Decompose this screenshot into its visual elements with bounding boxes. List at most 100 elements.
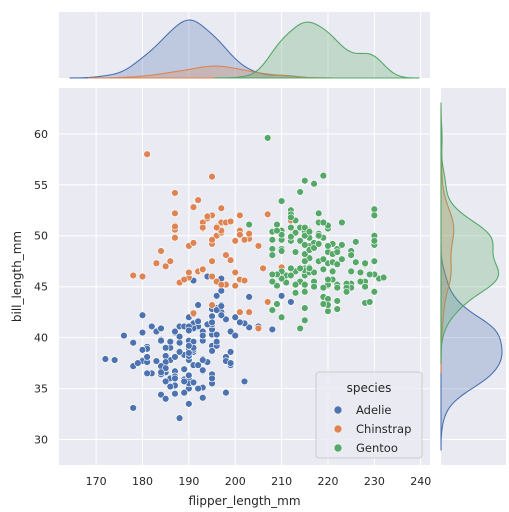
right-marginal-panel <box>440 88 506 465</box>
scatter-point-gentoo <box>319 284 328 292</box>
scatter-point-adelie <box>175 414 184 422</box>
scatter-point-chinstrap <box>208 236 216 244</box>
top-marginal-background <box>59 12 430 78</box>
scatter-point-adelie <box>208 312 216 320</box>
scatter-point-chinstrap <box>212 223 221 232</box>
scatter-point-adelie <box>138 311 147 319</box>
scatter-point-adelie <box>212 330 221 339</box>
scatter-point-gentoo <box>291 228 300 237</box>
right-marginal-kde <box>440 102 503 451</box>
y-tick-label: 30 <box>34 434 48 447</box>
scatter-point-adelie <box>199 394 207 402</box>
top-marginal-panel <box>59 12 430 79</box>
scatter-point-gentoo <box>370 237 379 245</box>
scatter-point-adelie <box>161 352 170 360</box>
scatter-point-chinstrap <box>157 247 165 255</box>
scatter-point-adelie <box>236 318 244 327</box>
scatter-point-gentoo <box>366 270 374 279</box>
scatter-point-gentoo <box>324 242 332 250</box>
scatter-point-adelie <box>185 371 193 380</box>
scatter-point-adelie <box>180 365 188 373</box>
scatter-point-adelie <box>129 339 137 347</box>
scatter-point-gentoo <box>301 223 309 232</box>
scatter-point-gentoo <box>263 134 272 142</box>
scatter-point-adelie <box>180 388 188 397</box>
scatter-point-gentoo <box>361 259 369 267</box>
scatter-point-gentoo <box>296 188 304 196</box>
scatter-point-gentoo <box>333 297 341 305</box>
scatter-point-gentoo <box>310 244 318 252</box>
scatter-point-adelie <box>189 378 198 387</box>
x-tick-label: 200 <box>225 475 246 488</box>
scatter-point-adelie <box>240 377 249 386</box>
y-axis-label: bill_length_mm <box>10 231 24 322</box>
top-marginal-kde <box>69 19 420 79</box>
scatter-point-adelie <box>161 344 170 352</box>
scatter-point-adelie <box>138 346 147 354</box>
scatter-point-gentoo <box>379 273 388 282</box>
right-kde-gentoo <box>440 102 500 364</box>
scatter-point-chinstrap <box>208 172 216 181</box>
legend-marker-adelie <box>333 405 343 415</box>
scatter-point-gentoo <box>287 223 295 232</box>
scatter-point-gentoo <box>333 284 341 292</box>
scatter-point-gentoo <box>370 288 379 296</box>
y-tick-label: 45 <box>34 281 48 294</box>
legend-box <box>315 371 423 459</box>
scatter-point-chinstrap <box>231 268 239 277</box>
y-tick-label: 50 <box>34 230 48 243</box>
x-tick-label: 190 <box>178 475 199 488</box>
scatter-point-gentoo <box>338 218 346 227</box>
scatter-point-gentoo <box>319 218 328 227</box>
scatter-point-adelie <box>157 368 165 376</box>
scatter-point-adelie <box>231 313 239 321</box>
scatter-point-gentoo <box>245 220 253 229</box>
scatter-point-chinstrap <box>171 222 179 231</box>
legend-items: Adelie Chinstrap Gentoo <box>333 403 411 455</box>
scatter-point-adelie <box>287 298 295 306</box>
scatter-point-chinstrap <box>208 272 216 281</box>
scatter-point-gentoo <box>356 277 365 286</box>
x-axis-label: flipper_length_mm <box>188 494 300 508</box>
scatter-point-adelie <box>110 356 119 364</box>
scatter-point-adelie <box>148 322 156 331</box>
scatter-point-adelie <box>101 355 110 363</box>
scatter-point-adelie <box>217 287 226 295</box>
legend: species Adelie Chinstrap Gentoo <box>315 371 423 459</box>
y-tick-label: 35 <box>34 383 48 396</box>
scatter-point-gentoo <box>301 257 309 265</box>
scatter-point-gentoo <box>296 264 304 273</box>
scatter-point-adelie <box>143 369 151 377</box>
legend-label-chinstrap: Chinstrap <box>356 422 411 436</box>
scatter-point-gentoo <box>366 298 374 306</box>
scatter-point-gentoo <box>356 268 365 277</box>
scatter-point-adelie <box>199 331 207 340</box>
scatter-point-chinstrap <box>143 150 151 158</box>
scatter-point-gentoo <box>268 245 277 253</box>
scatter-point-chinstrap <box>171 189 179 197</box>
scatter-point-chinstrap <box>231 237 239 245</box>
scatter-point-gentoo <box>324 307 332 315</box>
scatter-point-gentoo <box>333 305 341 313</box>
scatter-point-adelie <box>180 377 188 386</box>
legend-marker-gentoo <box>333 443 343 453</box>
scatter-point-gentoo <box>301 280 309 289</box>
scatter-point-chinstrap <box>263 210 272 219</box>
scatter-point-adelie <box>157 324 165 333</box>
scatter-point-adelie <box>143 353 151 361</box>
scatter-point-gentoo <box>370 205 379 213</box>
scatter-point-gentoo <box>319 265 328 274</box>
scatter-point-gentoo <box>319 255 328 263</box>
scatter-point-adelie <box>208 374 216 383</box>
scatter-point-chinstrap <box>189 309 198 317</box>
scatter-point-chinstrap <box>245 230 253 238</box>
scatter-point-gentoo <box>319 171 328 180</box>
scatter-point-chinstrap <box>171 234 179 242</box>
scatter-point-chinstrap <box>240 236 249 244</box>
scatter-point-chinstrap <box>217 280 226 289</box>
scatter-point-adelie <box>194 384 202 393</box>
scatter-point-chinstrap <box>236 308 244 316</box>
scatter-point-chinstrap <box>226 217 235 226</box>
scatter-point-adelie <box>138 328 147 337</box>
